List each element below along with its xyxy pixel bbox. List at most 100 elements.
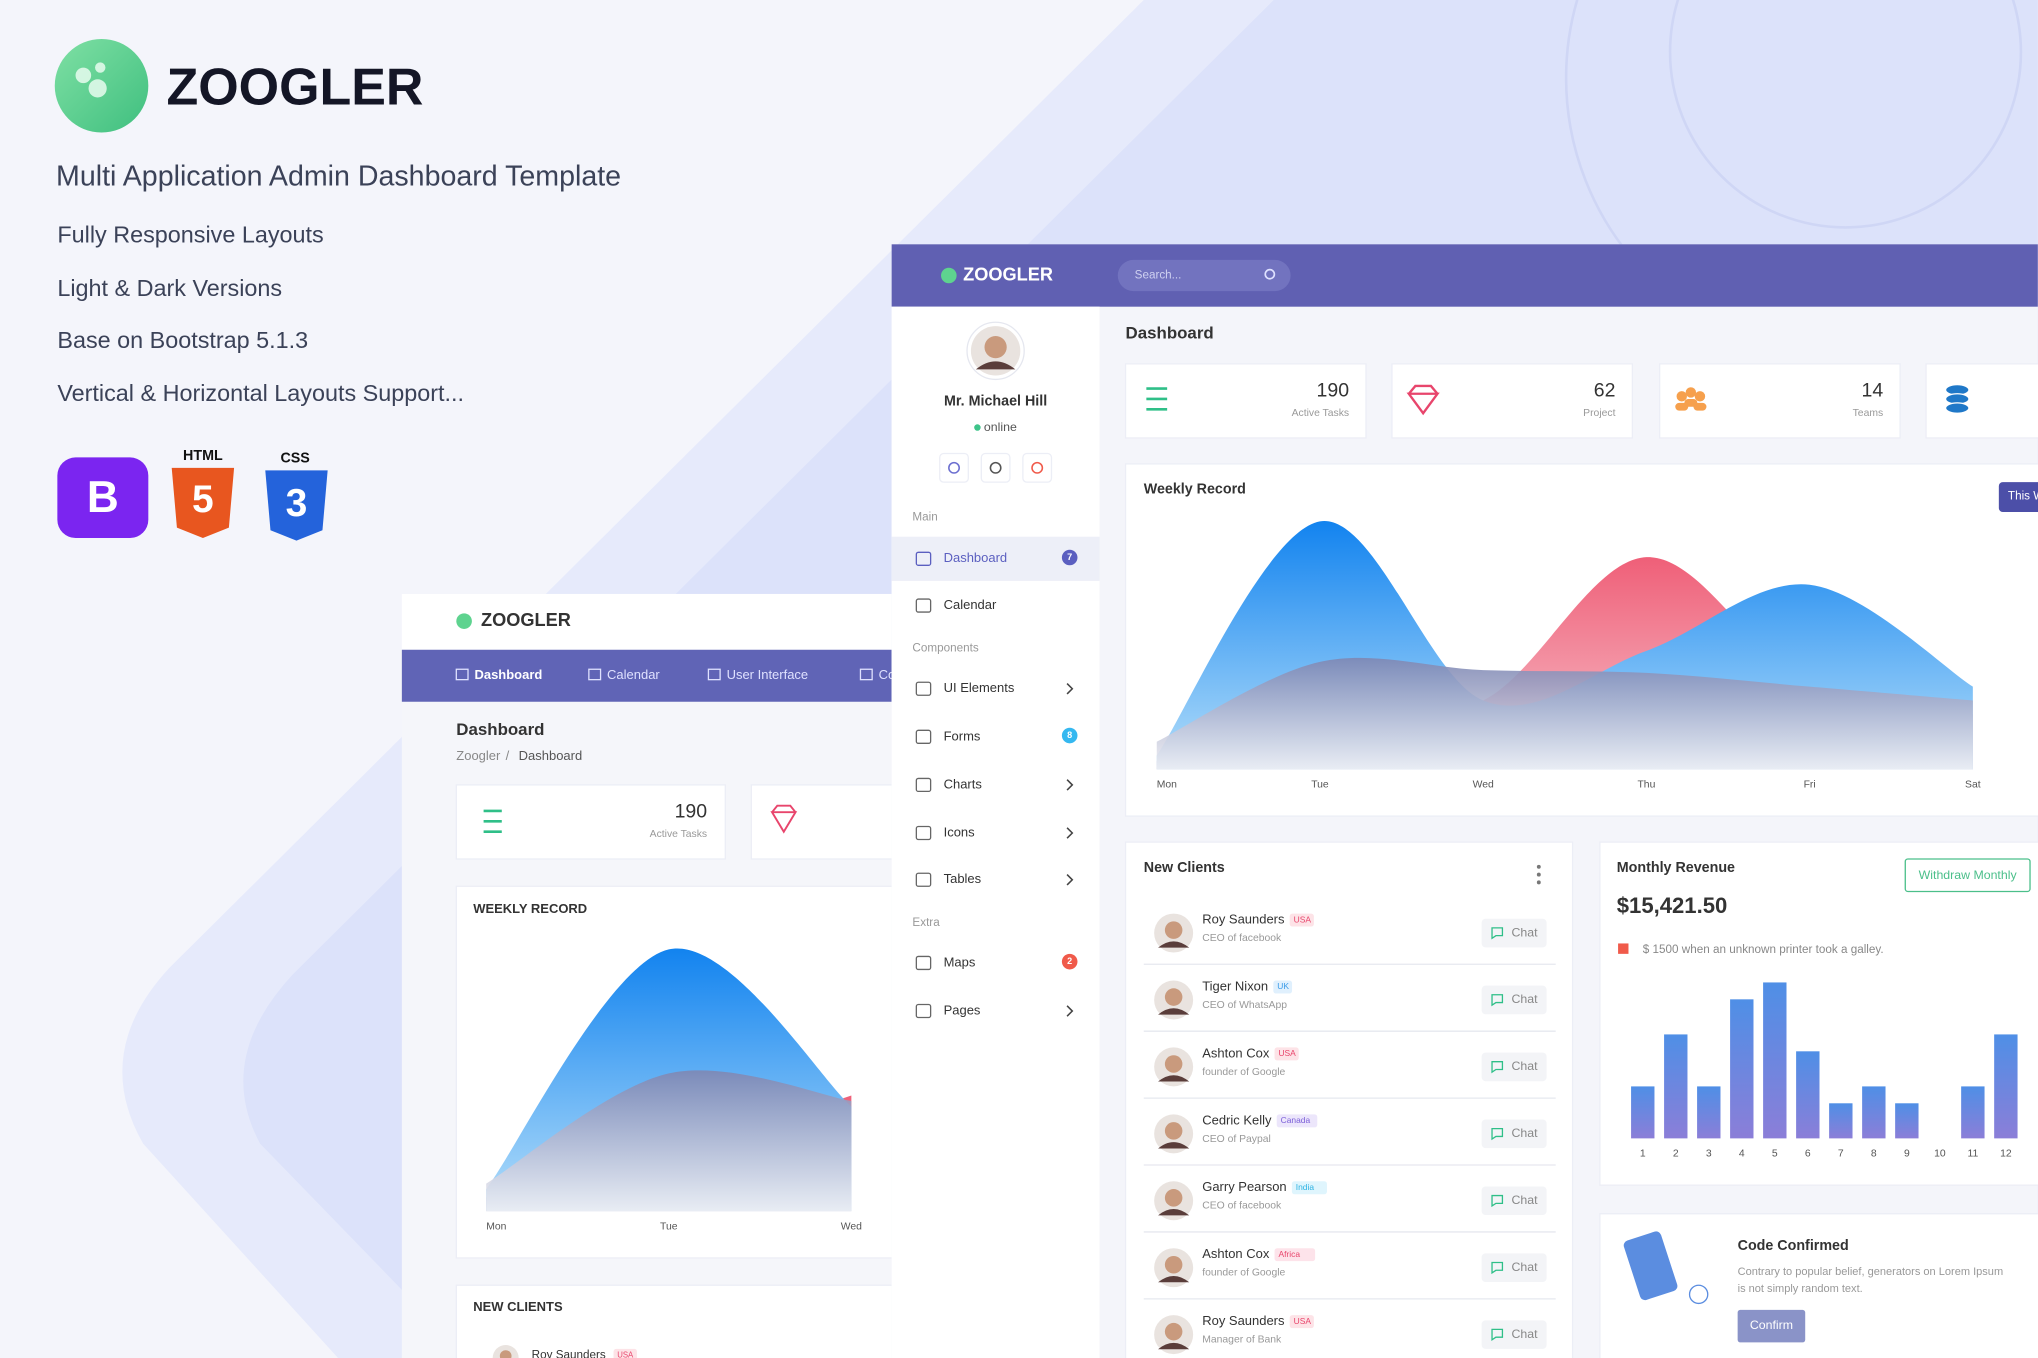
withdraw-label[interactable]: Withdraw Monthly bbox=[1919, 868, 2018, 882]
bar bbox=[1763, 982, 1787, 1139]
chat-label[interactable]: Chat bbox=[1512, 1327, 1539, 1341]
chat-button[interactable] bbox=[1481, 918, 1547, 948]
html-label: HTML bbox=[183, 448, 223, 464]
stat-value: 14 bbox=[1861, 379, 1883, 401]
sidebar-section: Main bbox=[912, 510, 937, 523]
chat-label[interactable]: Chat bbox=[1512, 992, 1539, 1006]
chat-icon bbox=[1491, 927, 1504, 940]
sidebar-item[interactable]: Forms bbox=[944, 728, 981, 743]
area-series bbox=[1156, 657, 1973, 770]
card bbox=[1124, 363, 1367, 439]
chat-button[interactable] bbox=[1481, 1119, 1547, 1149]
chevron bbox=[1066, 1005, 1074, 1017]
menu-dot bbox=[1536, 880, 1541, 885]
x-tick-label: Mon bbox=[1157, 780, 1177, 791]
sidebar-item[interactable]: Tables bbox=[944, 871, 982, 886]
country-badge bbox=[1291, 1181, 1327, 1195]
card-title: Weekly Record bbox=[1144, 482, 1246, 498]
avatar-body bbox=[975, 361, 1016, 370]
note-icon bbox=[1618, 943, 1629, 954]
chat-label[interactable]: Chat bbox=[1512, 1059, 1539, 1073]
sidebar-icon bbox=[915, 777, 932, 793]
country: USA bbox=[1278, 1048, 1296, 1058]
chat-button[interactable] bbox=[1481, 1320, 1547, 1349]
x-tick-label: Wed bbox=[1473, 780, 1494, 791]
card-title: Code Confirmed bbox=[1738, 1238, 1849, 1254]
revenue-amount: $15,421.50 bbox=[1617, 893, 1727, 918]
sidebar-item[interactable]: Pages bbox=[944, 1002, 981, 1017]
breadcrumb[interactable]: Zoogler bbox=[456, 748, 501, 763]
user-action[interactable] bbox=[980, 452, 1011, 483]
country-badge bbox=[1289, 913, 1314, 927]
search-placeholder[interactable]: Search... bbox=[1135, 269, 1182, 282]
x-tick-label: 3 bbox=[1706, 1149, 1712, 1160]
chat-label[interactable]: Chat bbox=[1512, 1260, 1539, 1274]
withdraw-button[interactable] bbox=[1904, 858, 2031, 893]
x-tick-label: 11 bbox=[1967, 1149, 1978, 1160]
client-name: Tiger Nixon bbox=[1202, 978, 1268, 993]
chat-button[interactable] bbox=[1481, 1052, 1547, 1082]
nav-item[interactable]: Co bbox=[879, 667, 896, 682]
sidebar-item[interactable]: Charts bbox=[944, 776, 983, 791]
avatar-body bbox=[1158, 1008, 1190, 1015]
user-action[interactable] bbox=[939, 452, 969, 483]
sidebar-icon bbox=[915, 681, 932, 696]
menu-dot bbox=[1536, 864, 1541, 869]
logo-dot bbox=[88, 79, 107, 98]
sidebar-item[interactable]: Maps bbox=[944, 954, 976, 969]
confirm-label[interactable]: Confirm bbox=[1750, 1318, 1793, 1332]
bar bbox=[1631, 1086, 1655, 1139]
bootstrap-logo bbox=[57, 457, 149, 539]
sidebar-item[interactable]: Dashboard bbox=[944, 550, 1008, 565]
check-badge bbox=[1688, 1284, 1709, 1305]
avatar-body bbox=[1158, 1075, 1190, 1082]
client-name: Roy Saunders bbox=[532, 1348, 606, 1358]
filter-button-label[interactable]: This W bbox=[2008, 490, 2038, 503]
chat-button[interactable] bbox=[1481, 1186, 1547, 1216]
user-action[interactable] bbox=[1022, 452, 1053, 483]
client-name: Roy Saunders bbox=[1202, 1313, 1285, 1328]
x-tick-label: Wed bbox=[841, 1221, 862, 1232]
team-icon bbox=[1693, 402, 1707, 411]
nav-icon bbox=[455, 668, 469, 681]
chat-button[interactable] bbox=[1481, 985, 1547, 1015]
sidebar-item[interactable]: Icons bbox=[944, 824, 976, 839]
sidebar-icon bbox=[915, 955, 932, 971]
chat-label[interactable]: Chat bbox=[1512, 1126, 1539, 1140]
chat-label[interactable]: Chat bbox=[1512, 1193, 1539, 1207]
sidebar-icon bbox=[915, 1003, 932, 1019]
logo-dot bbox=[95, 62, 106, 73]
status-dot bbox=[974, 424, 981, 431]
client-role: CEO of WhatsApp bbox=[1202, 1000, 1287, 1011]
avatar-body bbox=[1158, 1342, 1190, 1350]
confirm-button[interactable] bbox=[1737, 1309, 1806, 1343]
sidebar-item[interactable]: UI Elements bbox=[944, 680, 1015, 695]
card bbox=[1925, 363, 2038, 439]
stat-value: 190 bbox=[1317, 379, 1350, 401]
search-box[interactable] bbox=[1117, 259, 1291, 292]
vertical-layout: ZOOGLER Search... Mr. Michael Hill online Ma… bbox=[891, 244, 2038, 1358]
chat-icon bbox=[1491, 994, 1504, 1007]
bar bbox=[1796, 1051, 1820, 1139]
sidebar-item[interactable]: Calendar bbox=[944, 597, 997, 612]
client-role: CEO of facebook bbox=[1202, 1201, 1282, 1212]
nav-item[interactable]: Calendar bbox=[607, 667, 660, 682]
topbar bbox=[891, 244, 2038, 307]
chat-label[interactable]: Chat bbox=[1512, 925, 1539, 939]
css-version: 3 bbox=[286, 482, 308, 525]
nav-item[interactable]: Dashboard bbox=[475, 667, 543, 682]
card bbox=[750, 784, 892, 860]
bar bbox=[1829, 1103, 1853, 1139]
user-name: Mr. Michael Hill bbox=[944, 393, 1047, 409]
nav-icon bbox=[707, 668, 721, 681]
nav-item[interactable]: User Interface bbox=[727, 667, 809, 682]
chat-button[interactable] bbox=[1481, 1253, 1547, 1282]
avatar-body bbox=[1158, 1209, 1190, 1216]
filter-button[interactable] bbox=[1998, 482, 2038, 513]
badge-count: 2 bbox=[1067, 956, 1072, 966]
feature: Light & Dark Versions bbox=[57, 275, 282, 301]
team-icon bbox=[1685, 387, 1697, 398]
x-tick-label: 5 bbox=[1772, 1149, 1778, 1160]
user-status: online bbox=[984, 420, 1017, 434]
user-action-icon bbox=[948, 461, 961, 474]
